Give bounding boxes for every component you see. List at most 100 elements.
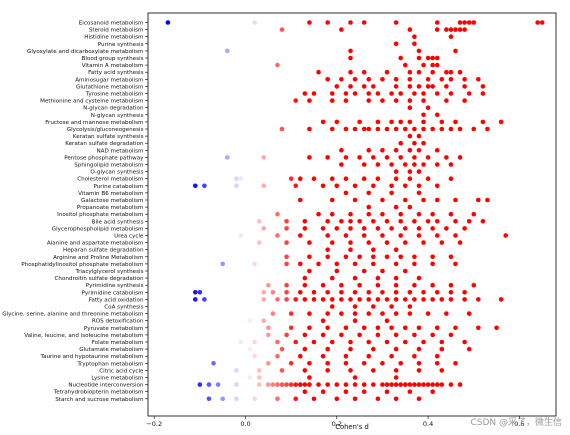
data-point <box>430 69 435 75</box>
data-point <box>384 389 390 395</box>
data-point <box>421 112 426 118</box>
data-point <box>535 20 540 25</box>
data-point <box>448 282 454 288</box>
data-point <box>316 211 321 217</box>
data-point <box>434 112 440 118</box>
data-point <box>480 91 486 96</box>
y-tick-label: Propanoate metabolism <box>77 205 144 211</box>
data-point <box>348 339 353 345</box>
data-point <box>307 98 312 103</box>
data-point <box>380 77 385 82</box>
data-point <box>439 368 445 373</box>
data-point <box>407 133 413 139</box>
data-point <box>398 91 404 96</box>
data-point <box>398 361 404 366</box>
data-point <box>361 389 367 395</box>
data-point <box>325 77 330 82</box>
data-point <box>416 84 422 89</box>
data-point <box>393 20 399 25</box>
data-point <box>256 219 262 224</box>
data-point <box>206 382 212 387</box>
data-point <box>284 226 289 231</box>
data-point <box>434 20 440 25</box>
data-point <box>476 325 481 331</box>
data-point <box>393 148 399 153</box>
data-point <box>311 396 317 402</box>
data-point <box>407 176 413 181</box>
data-point <box>343 382 349 387</box>
data-point <box>412 41 417 47</box>
data-point <box>348 247 353 252</box>
data-point <box>398 233 404 238</box>
y-tick-label: Pyrimidine catabolism <box>82 290 144 296</box>
data-point <box>325 254 330 260</box>
data-point <box>412 297 417 302</box>
data-point <box>311 176 317 181</box>
data-point <box>288 382 294 387</box>
data-point <box>444 98 449 103</box>
data-point <box>357 282 362 288</box>
data-point <box>165 20 171 25</box>
data-point <box>462 98 467 103</box>
data-point <box>270 290 276 295</box>
data-point <box>302 275 308 281</box>
data-point <box>375 275 381 281</box>
data-point <box>371 368 376 373</box>
data-point <box>412 353 417 359</box>
data-point <box>393 332 399 338</box>
data-point <box>243 361 248 366</box>
data-point <box>371 346 376 352</box>
data-point <box>389 91 394 96</box>
data-point <box>402 268 408 274</box>
data-point <box>261 297 267 302</box>
data-point <box>430 62 435 68</box>
data-point <box>275 353 280 359</box>
data-point <box>361 84 367 89</box>
data-point <box>352 290 358 295</box>
data-point <box>462 290 467 295</box>
data-point <box>320 389 326 395</box>
data-point <box>343 233 349 238</box>
y-tick-label: Cholesterol metabolism <box>77 177 143 183</box>
data-point <box>279 368 285 373</box>
data-point <box>476 297 481 302</box>
data-point <box>211 361 216 366</box>
data-point <box>430 282 435 288</box>
data-point <box>256 368 262 373</box>
data-point <box>302 389 308 395</box>
data-point <box>275 233 280 238</box>
data-point <box>393 396 399 402</box>
data-point <box>430 254 435 260</box>
data-point <box>380 311 385 316</box>
data-point <box>434 91 440 96</box>
data-point <box>393 77 399 82</box>
data-point <box>421 126 426 132</box>
y-tick-label: N-glycan degradation <box>83 106 144 112</box>
data-point <box>402 325 408 331</box>
data-point <box>234 176 239 181</box>
data-point <box>393 282 399 288</box>
data-point <box>402 240 408 245</box>
data-point <box>380 361 385 366</box>
data-point <box>243 297 248 302</box>
data-point <box>302 368 308 373</box>
data-point <box>448 69 454 75</box>
data-point <box>297 382 303 387</box>
data-point <box>352 304 358 309</box>
data-point <box>407 27 413 32</box>
y-tick-label: Methionine and cysteine metabolism <box>40 99 143 105</box>
data-point <box>334 268 340 274</box>
data-point <box>498 119 504 125</box>
data-point <box>361 382 367 387</box>
data-point <box>266 361 271 366</box>
data-point <box>284 240 289 245</box>
data-point <box>380 382 385 387</box>
data-point <box>357 155 362 160</box>
data-point <box>421 62 426 68</box>
data-point <box>453 27 458 32</box>
data-point <box>393 368 399 373</box>
data-point <box>288 325 294 331</box>
data-point <box>375 325 381 331</box>
y-tick-label: Valine, leucine, and isoleucine metaboli… <box>24 333 143 339</box>
data-point <box>334 382 340 387</box>
